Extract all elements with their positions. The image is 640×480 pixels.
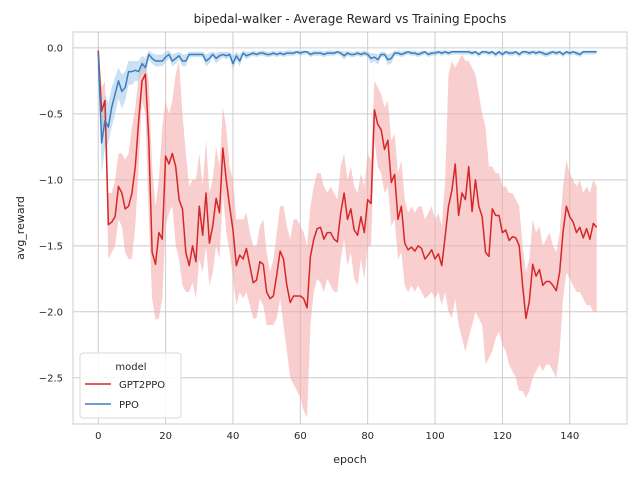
x-tick-label: 40 xyxy=(227,431,240,442)
legend: model GPT2PPO PPO xyxy=(79,352,182,419)
legend-label-gpt2ppo: GPT2PPO xyxy=(119,380,165,391)
confidence-bands xyxy=(98,49,597,418)
series-line-gpt2ppo xyxy=(97,50,598,320)
x-tick-label: 0 xyxy=(95,431,101,442)
y-tick-label: −0.5 xyxy=(39,109,63,120)
x-tick-label: 80 xyxy=(361,431,374,442)
legend-title: model xyxy=(115,362,146,373)
x-tick-labels: 0 20 40 60 80 100 120 140 xyxy=(95,431,579,442)
y-tick-label: 0.0 xyxy=(47,43,63,54)
legend-label-ppo: PPO xyxy=(119,400,139,411)
series-lines xyxy=(97,50,598,320)
x-axis-label: epoch xyxy=(333,453,367,466)
y-tick-label: −1.5 xyxy=(39,241,63,252)
y-tick-label: −2.5 xyxy=(39,373,63,384)
band-gpt2ppo xyxy=(98,49,597,418)
chart-title: bipedal-walker - Average Reward vs Train… xyxy=(194,12,507,26)
legend-box xyxy=(79,352,182,419)
series-line-ppo xyxy=(97,51,597,144)
y-axis-label: avg_reward xyxy=(14,196,27,260)
x-tick-label: 140 xyxy=(560,431,579,442)
x-tick-label: 60 xyxy=(294,431,307,442)
y-tick-label: −2.0 xyxy=(39,307,63,318)
x-tick-label: 20 xyxy=(159,431,172,442)
y-tick-labels: 0.0 −0.5 −1.0 −1.5 −2.0 −2.5 xyxy=(39,43,63,384)
x-tick-label: 100 xyxy=(425,431,444,442)
y-tick-label: −1.0 xyxy=(39,175,63,186)
x-tick-label: 120 xyxy=(493,431,512,442)
band-ppo xyxy=(98,49,597,174)
